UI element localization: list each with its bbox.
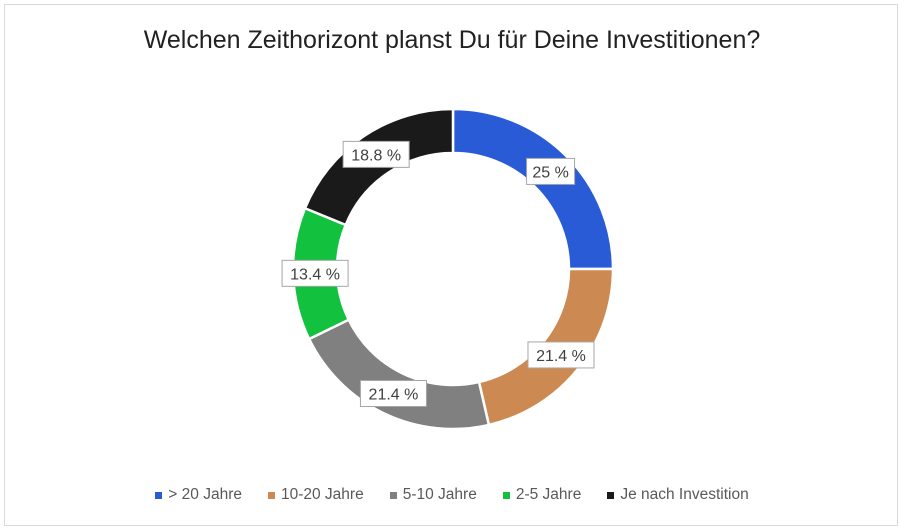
data-label: 21.4 % bbox=[359, 379, 427, 407]
legend-label: > 20 Jahre bbox=[168, 486, 242, 503]
legend-label: 5-10 Jahre bbox=[402, 486, 477, 503]
svg-text:18.8 %: 18.8 % bbox=[351, 147, 401, 164]
legend-item: 5-10 Jahre bbox=[389, 486, 477, 504]
legend: > 20 Jahre 10-20 Jahre 5-10 Jahre 2-5 Jahre… bbox=[0, 486, 904, 504]
legend-swatch bbox=[389, 491, 397, 499]
legend-item: 2-5 Jahre bbox=[502, 486, 582, 504]
legend-swatch bbox=[502, 491, 510, 499]
chart-frame bbox=[4, 4, 898, 526]
legend-item: > 20 Jahre bbox=[155, 486, 242, 504]
svg-text:25 %: 25 % bbox=[532, 164, 568, 181]
legend-item: Je nach Investition bbox=[607, 486, 749, 504]
data-label: 18.8 % bbox=[342, 140, 410, 168]
svg-text:21.4 %: 21.4 % bbox=[536, 348, 586, 365]
data-label: 25 % bbox=[526, 157, 576, 185]
chart-title: Welchen Zeithorizont planst Du für Deine… bbox=[143, 26, 761, 54]
legend-swatch bbox=[267, 491, 275, 499]
legend-swatch bbox=[607, 491, 615, 499]
svg-text:21.4 %: 21.4 % bbox=[369, 386, 419, 403]
donut-segment bbox=[451, 107, 615, 271]
data-label: 13.4 % bbox=[281, 259, 349, 287]
legend-label: 10-20 Jahre bbox=[280, 486, 364, 503]
donut-segment bbox=[307, 318, 491, 431]
svg-text:13.4 %: 13.4 % bbox=[290, 266, 340, 283]
legend-label: 2-5 Jahre bbox=[515, 486, 582, 503]
data-label: 21.4 % bbox=[527, 341, 595, 369]
legend-swatch bbox=[155, 491, 163, 499]
legend-item: 10-20 Jahre bbox=[267, 486, 364, 504]
legend-label: Je nach Investition bbox=[620, 486, 749, 503]
